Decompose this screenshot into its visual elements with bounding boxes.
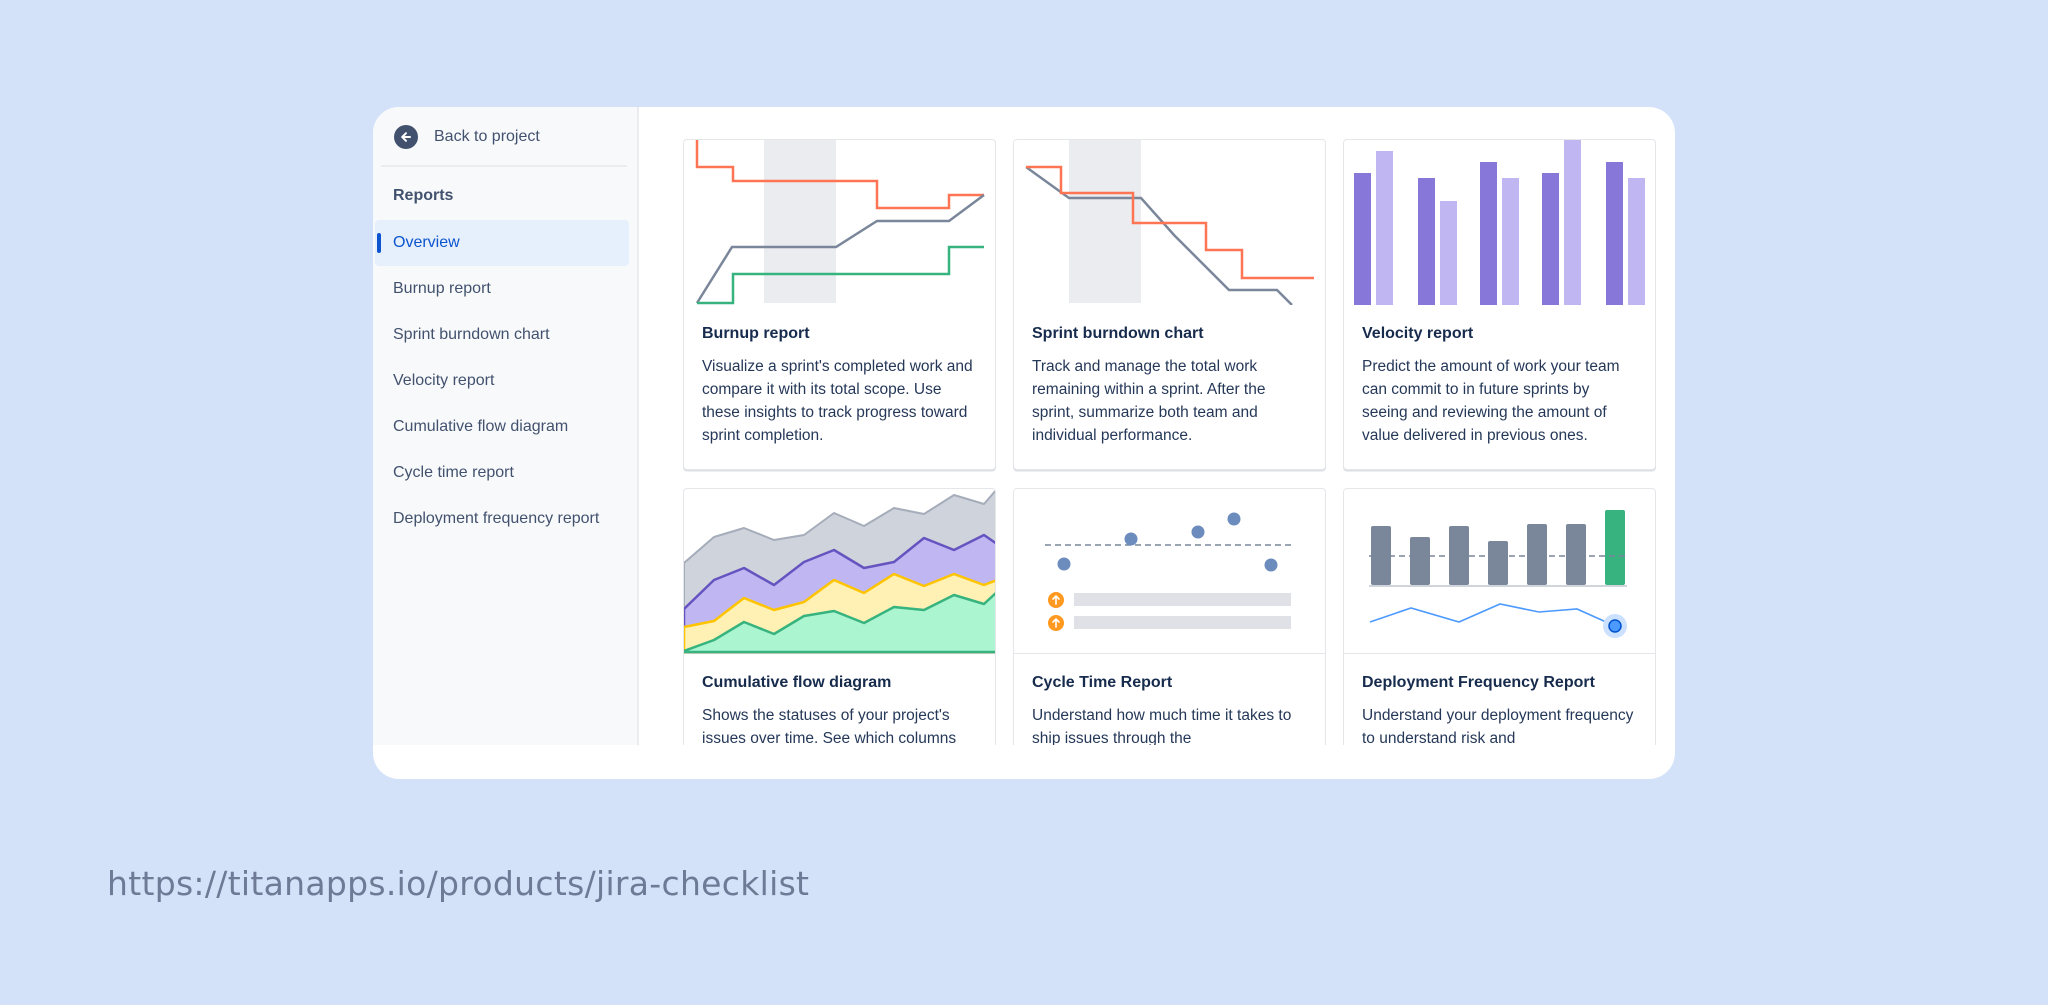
card-description: Understand your deployment frequency to … — [1362, 707, 1634, 745]
sidebar-item-sprint-burndown-chart[interactable]: Sprint burndown chart — [393, 326, 550, 343]
footer-url: https://titanapps.io/products/jira-check… — [107, 864, 810, 903]
reports-overview-content: Burnup report Visualize a sprint's compl… — [639, 107, 1675, 745]
card-description: Visualize a sprint's completed work and … — [702, 358, 973, 444]
sidebar: Back to project Reports Overview Burnup … — [373, 107, 639, 745]
cumulative-flow-illustration — [684, 489, 995, 654]
card-description: Track and manage the total work remainin… — [1032, 358, 1266, 444]
cycle-time-illustration — [1014, 489, 1325, 654]
card-cycle-time-report[interactable]: Cycle Time Report Understand how much ti… — [1013, 488, 1326, 745]
sidebar-item-burnup-report[interactable]: Burnup report — [393, 280, 491, 297]
card-sprint-burndown-chart[interactable]: Sprint burndown chart Track and manage t… — [1013, 139, 1326, 470]
card-description: Shows the statuses of your project's iss… — [702, 707, 957, 745]
card-title: Cycle Time Report — [1032, 674, 1173, 691]
sidebar-divider — [381, 165, 627, 167]
back-to-project-label: Back to project — [434, 128, 540, 145]
burnup-chart-illustration — [684, 140, 995, 305]
card-cumulative-flow-diagram[interactable]: Cumulative flow diagram Shows the status… — [683, 488, 996, 745]
card-burnup-report[interactable]: Burnup report Visualize a sprint's compl… — [683, 139, 996, 470]
card-description: Understand how much time it takes to shi… — [1032, 707, 1292, 745]
sidebar-item-overview[interactable]: Overview — [375, 220, 629, 266]
priority-up-icon — [1048, 615, 1064, 631]
arrow-left-circle-icon — [394, 125, 418, 149]
card-title: Cumulative flow diagram — [702, 674, 892, 691]
sidebar-item-cumulative-flow-diagram[interactable]: Cumulative flow diagram — [393, 418, 569, 435]
card-description: Predict the amount of work your team can… — [1362, 358, 1620, 444]
card-title: Deployment Frequency Report — [1362, 674, 1595, 691]
priority-up-icon — [1048, 592, 1064, 608]
card-title: Velocity report — [1362, 325, 1474, 342]
sidebar-item-deployment-frequency-report[interactable]: Deployment frequency report — [393, 510, 600, 527]
card-title: Sprint burndown chart — [1032, 325, 1204, 342]
card-title: Burnup report — [702, 325, 810, 342]
back-to-project-link[interactable]: Back to project — [394, 122, 540, 152]
card-deployment-frequency-report[interactable]: Deployment Frequency Report Understand y… — [1343, 488, 1656, 745]
card-velocity-report[interactable]: Velocity report Predict the amount of wo… — [1343, 139, 1656, 470]
deployment-frequency-illustration — [1344, 489, 1655, 654]
sidebar-item-cycle-time-report[interactable]: Cycle time report — [393, 464, 514, 481]
reports-nav: Overview Burnup report Sprint burndown c… — [373, 220, 637, 542]
reports-panel: Back to project Reports Overview Burnup … — [373, 107, 1675, 779]
reports-section-title: Reports — [393, 187, 454, 204]
velocity-chart-illustration — [1344, 140, 1655, 305]
sidebar-item-velocity-report[interactable]: Velocity report — [393, 372, 495, 389]
burndown-chart-illustration — [1014, 140, 1325, 305]
